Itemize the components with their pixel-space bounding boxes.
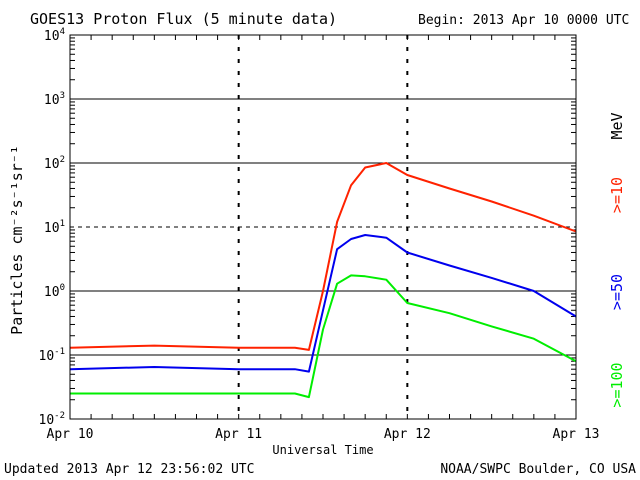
- x-tick-label: Apr 12: [384, 427, 431, 442]
- y-tick-label: 10-2: [39, 411, 66, 428]
- y-tick-label: 102: [44, 155, 65, 172]
- chart-subtitle: Begin: 2013 Apr 10 0000 UTC: [418, 13, 629, 28]
- series-layer: [69, 162, 577, 399]
- legend-label: >=10: [608, 177, 626, 213]
- legend: >=10 >=50 >=100: [608, 177, 626, 408]
- series-line: [69, 234, 577, 373]
- unit-label: MeV: [608, 112, 626, 139]
- x-tick-label: Apr 11: [215, 427, 262, 442]
- y-tick-label: 103: [44, 91, 65, 108]
- legend-label: >=100: [608, 362, 626, 407]
- x-tick-label: Apr 10: [47, 427, 94, 442]
- y-tick-label: 100: [44, 283, 65, 300]
- series-line: [70, 274, 577, 399]
- y-tick-labels: 10-2 10-1 100 101 102 103 104: [39, 27, 66, 428]
- y-tick-label: 101: [44, 219, 65, 236]
- x-tick-label: Apr 13: [553, 427, 600, 442]
- gridlines: [70, 35, 576, 419]
- y-axis-label: Particles cm⁻²s⁻¹sr⁻¹: [8, 145, 26, 335]
- legend-label: >=50: [608, 274, 626, 310]
- y-tick-label: 10-1: [39, 347, 66, 364]
- series-line: [69, 162, 577, 351]
- y-tick-label: 104: [44, 27, 65, 44]
- plot-frame: [69, 34, 577, 420]
- x-tick-labels: Apr 10 Apr 11 Apr 12 Apr 13: [47, 427, 600, 442]
- chart-title: GOES13 Proton Flux (5 minute data): [30, 10, 337, 28]
- x-axis-label: Universal Time: [272, 443, 373, 457]
